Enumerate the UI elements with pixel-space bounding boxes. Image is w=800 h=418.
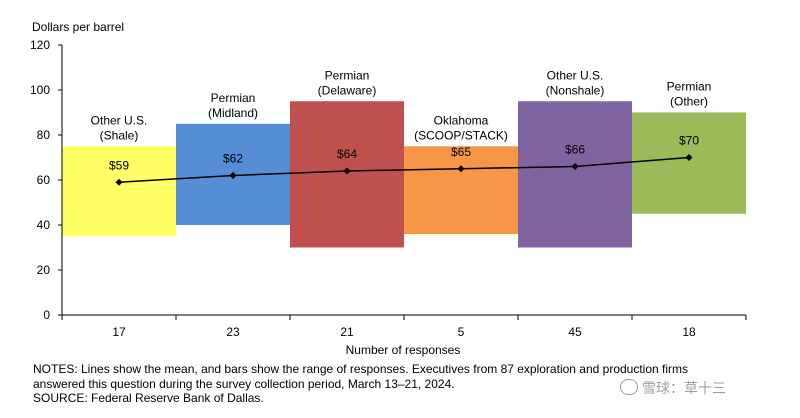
bar-name-label-2-0: Permian [325, 68, 370, 82]
x-tick-label-0: 17 [112, 325, 126, 339]
watermark-text: 雪球：草十三 [642, 381, 726, 397]
mean-value-label-3: $65 [451, 145, 471, 159]
range-bar-3 [404, 146, 518, 234]
range-bar-4 [518, 101, 632, 248]
mean-marker-5 [685, 154, 693, 161]
mean-value-label-0: $59 [109, 158, 129, 172]
x-tick-label-5: 18 [682, 325, 696, 339]
y-tick-label-6: 120 [30, 38, 50, 52]
mean-value-label-5: $70 [679, 134, 699, 148]
range-bar-5 [632, 112, 746, 214]
mean-value-label-1: $62 [223, 152, 243, 166]
x-tick-label-4: 45 [568, 325, 582, 339]
mean-marker-3 [457, 165, 465, 173]
notes-line-1: NOTES: Lines show the mean, and bars sho… [33, 362, 689, 376]
y-tick-label-4: 80 [37, 128, 51, 142]
bar-name-label-0-1: (Shale) [100, 128, 139, 142]
bar-name-label-0-0: Other U.S. [91, 113, 148, 127]
bar-name-label-2-1: (Delaware) [318, 83, 377, 97]
bar-name-label-1-1: (Midland) [208, 106, 258, 120]
mean-value-label-2: $64 [337, 147, 357, 161]
mean-marker-1 [229, 172, 237, 179]
bar-name-label-1-0: Permian [211, 91, 256, 105]
bar-name-label-5-1: (Other) [670, 95, 708, 109]
y-axis-label: Dollars per barrel [32, 20, 124, 34]
bar-name-label-4-0: Other U.S. [547, 68, 604, 82]
bar-name-label-3-0: Oklahoma [434, 113, 489, 127]
notes-block: NOTES: Lines show the mean, and bars sho… [33, 362, 733, 406]
y-tick-label-3: 60 [37, 173, 51, 187]
x-tick-label-3: 5 [458, 325, 465, 339]
watermark: 雪球：草十三 [620, 378, 726, 398]
y-tick-label-2: 40 [37, 218, 51, 232]
x-tick-label-1: 23 [226, 325, 240, 339]
mean-value-label-4: $66 [565, 143, 585, 157]
chat-bubble-icon [620, 379, 638, 395]
range-bar-0 [62, 146, 176, 237]
y-tick-label-1: 20 [37, 263, 51, 277]
x-axis-label: Number of responses [346, 343, 461, 357]
plot-area: 0 20 40 60 80 100 120 17 23 21 5 45 18 $59 $62 $64 $65 $6… [30, 38, 747, 339]
mean-marker-4 [571, 163, 579, 170]
y-tick-label-0: 0 [43, 308, 50, 322]
x-tick-label-2: 21 [340, 325, 354, 339]
range-bar-chart: Dollars per barrel 0 20 40 60 80 100 120 17 23 21… [30, 20, 747, 357]
mean-marker-2 [343, 167, 351, 175]
notes-line-2: answered this question during the survey… [33, 376, 455, 391]
mean-line [118, 156, 690, 183]
y-tick-label-5: 100 [30, 83, 50, 97]
bar-name-label-3-1: (SCOOP/STACK) [414, 128, 508, 142]
bar-name-label-4-1: (Nonshale) [546, 83, 605, 97]
source-line: SOURCE: Federal Reserve Bank of Dallas. [33, 391, 264, 405]
mean-marker-0 [115, 178, 123, 186]
bar-name-label-5-0: Permian [667, 80, 712, 94]
